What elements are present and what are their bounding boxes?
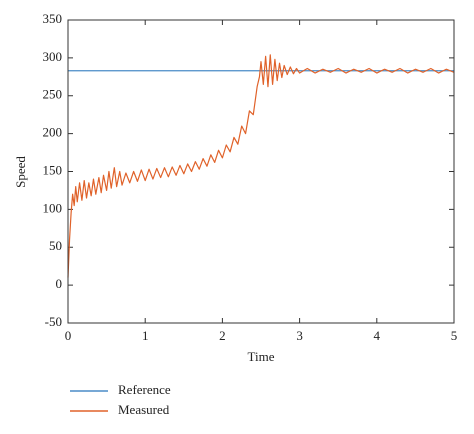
y-tick-label: 0 xyxy=(56,276,63,291)
y-tick-label: 200 xyxy=(43,125,63,140)
y-tick-label: 350 xyxy=(43,11,63,26)
legend-label: Reference xyxy=(118,382,171,397)
y-tick-label: 150 xyxy=(43,162,63,177)
x-tick-label: 1 xyxy=(142,328,149,343)
legend-label: Measured xyxy=(118,402,170,417)
x-tick-label: 5 xyxy=(451,328,458,343)
y-tick-label: 250 xyxy=(43,87,63,102)
x-tick-label: 0 xyxy=(65,328,72,343)
x-tick-label: 2 xyxy=(219,328,226,343)
y-tick-label: 300 xyxy=(43,49,63,64)
x-tick-label: 3 xyxy=(296,328,303,343)
y-axis-label: Speed xyxy=(13,156,28,188)
y-tick-label: 50 xyxy=(49,238,62,253)
x-axis-label: Time xyxy=(248,349,275,364)
plot-frame xyxy=(67,19,455,324)
series-line xyxy=(67,54,455,278)
y-tick-label: 100 xyxy=(43,200,63,215)
y-tick-label: -50 xyxy=(45,314,62,329)
x-tick-label: 4 xyxy=(374,328,381,343)
